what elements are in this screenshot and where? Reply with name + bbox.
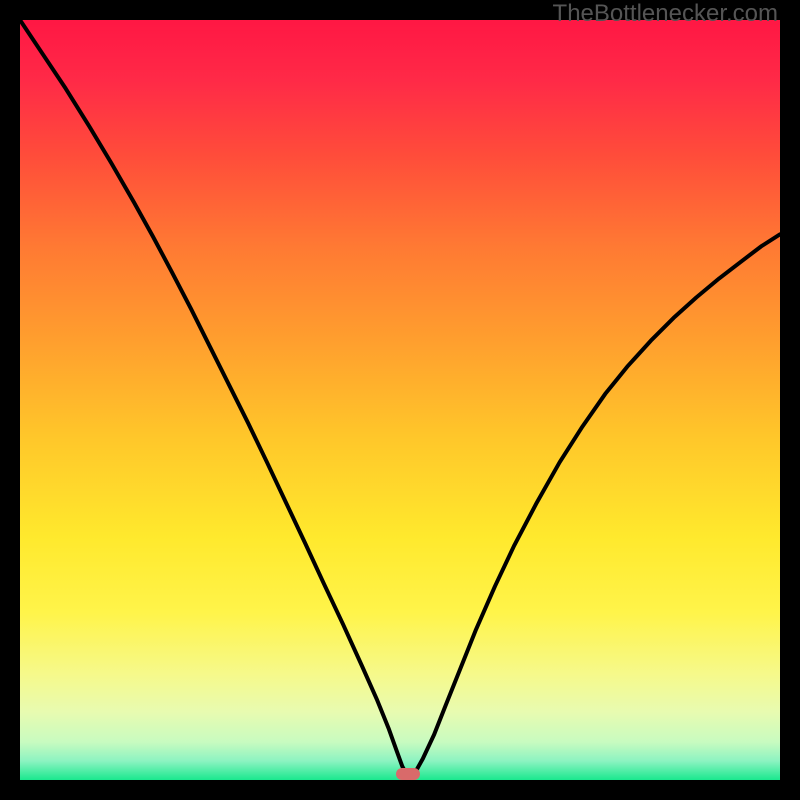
watermark-text: TheBottlenecker.com bbox=[553, 0, 778, 28]
bottleneck-curve bbox=[20, 20, 780, 780]
chart-container: TheBottlenecker.com bbox=[0, 0, 800, 800]
optimal-point-marker bbox=[396, 768, 420, 780]
plot-area bbox=[20, 20, 780, 780]
curve-path bbox=[20, 20, 780, 776]
